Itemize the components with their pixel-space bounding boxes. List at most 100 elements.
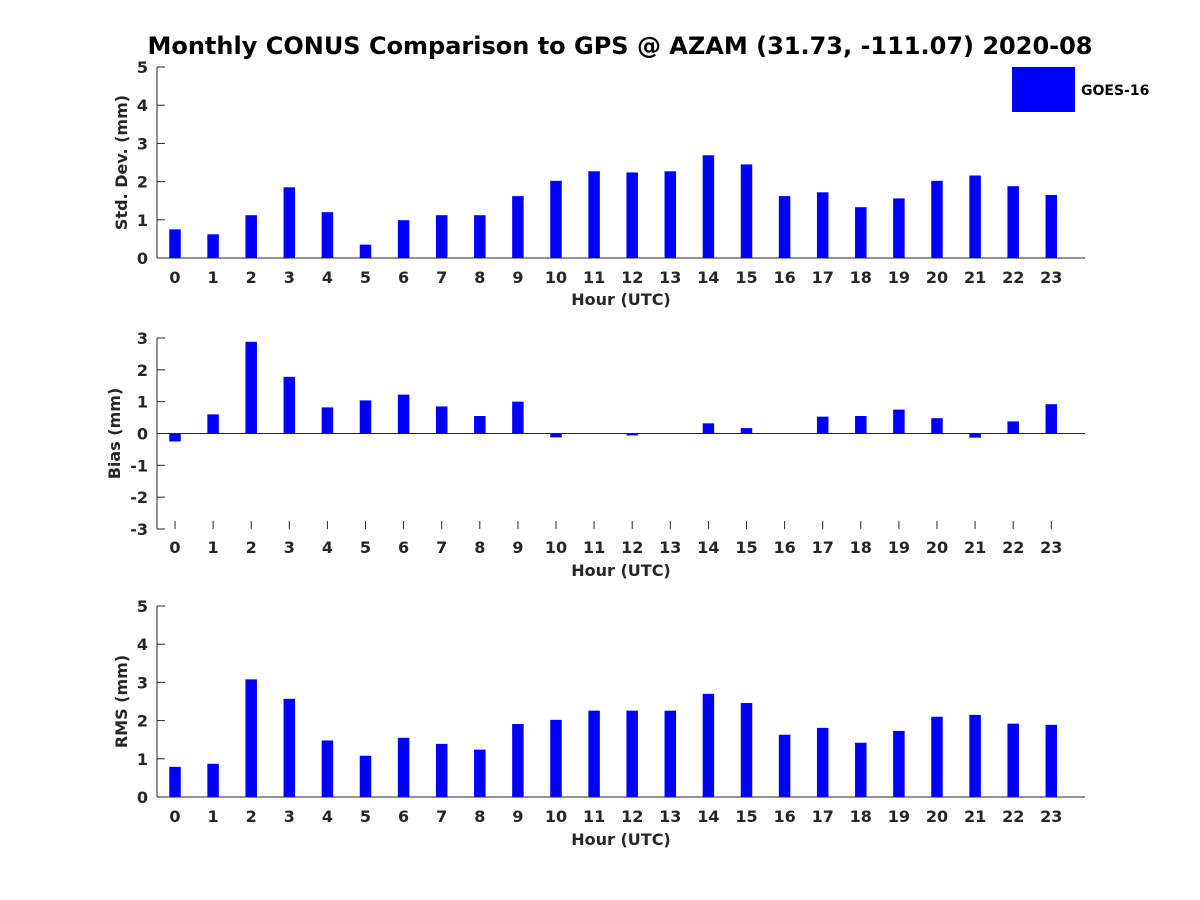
bias-x-tick-label: 10 — [545, 538, 567, 557]
std-dev-bar — [397, 220, 410, 258]
std-dev-bar — [245, 215, 257, 258]
bias-bar — [283, 376, 296, 434]
rms-bar — [1045, 724, 1058, 797]
chart-title: Monthly CONUS Comparison to GPS @ AZAM (… — [147, 32, 1092, 60]
bias-x-tick-label: 21 — [964, 538, 986, 557]
std-dev-bar — [626, 172, 638, 258]
rms-bar — [435, 743, 448, 797]
rms-x-tick-label: 12 — [621, 807, 643, 826]
bias-y-tick-label: 2 — [137, 361, 148, 380]
rms-bar — [893, 730, 905, 797]
std-dev-x-tick-label: 18 — [850, 268, 872, 287]
std-dev-x-tick-label: 11 — [583, 268, 605, 287]
rms-x-tick-label: 5 — [360, 807, 371, 826]
std-dev-x-tick-label: 8 — [474, 268, 485, 287]
std-dev-x-tick-label: 20 — [926, 268, 948, 287]
std-dev-x-tick-label: 1 — [208, 268, 219, 287]
rms-bar — [626, 710, 638, 797]
std-dev-x-tick-label: 23 — [1040, 268, 1062, 287]
rms-x-tick-label: 0 — [169, 807, 180, 826]
bias-bar — [931, 418, 943, 434]
bias-y-axis-label: Bias (mm) — [105, 388, 124, 480]
bias-x-tick-label: 8 — [474, 538, 485, 557]
bias-x-tick-label: 22 — [1002, 538, 1024, 557]
bias-bar — [512, 401, 524, 434]
std-dev-x-tick-label: 16 — [773, 268, 795, 287]
rms-y-tick-label: 4 — [137, 635, 148, 654]
std-dev-bar — [740, 164, 753, 258]
std-dev-bar — [702, 155, 715, 258]
rms-bar — [474, 749, 486, 797]
rms-y-tick-label: 1 — [137, 750, 148, 769]
bias-x-tick-label: 17 — [812, 538, 834, 557]
rms-y-tick-label: 2 — [137, 712, 148, 731]
rms-bar — [588, 710, 600, 797]
bias-y-tick-label: 0 — [137, 425, 148, 444]
std-dev-x-axis-label: Hour (UTC) — [571, 290, 671, 309]
bias-bar — [207, 414, 219, 434]
bias-x-tick-label: 19 — [888, 538, 910, 557]
bias-x-tick-label: 15 — [735, 538, 757, 557]
rms-x-tick-label: 21 — [964, 807, 986, 826]
rms-bar — [397, 737, 410, 797]
std-dev-bar — [550, 180, 562, 258]
rms-x-tick-label: 17 — [812, 807, 834, 826]
bias-bar — [359, 400, 372, 434]
bias-bar — [1007, 421, 1019, 434]
bias-bar — [474, 415, 486, 434]
std-dev-x-tick-label: 7 — [436, 268, 447, 287]
std-dev-y-tick-label: 5 — [137, 58, 148, 77]
std-dev-x-tick-label: 0 — [169, 268, 180, 287]
bias-x-tick-label: 3 — [284, 538, 295, 557]
rms-y-axis-label: RMS (mm) — [112, 655, 131, 748]
bias-bar — [245, 341, 257, 434]
std-dev-x-tick-label: 22 — [1002, 268, 1024, 287]
rms-bar — [169, 766, 181, 797]
rms-y-tick-label: 5 — [137, 597, 148, 616]
bias-x-tick-label: 14 — [697, 538, 719, 557]
std-dev-bar — [816, 192, 829, 258]
std-dev-x-tick-label: 3 — [284, 268, 295, 287]
bias-x-tick-label: 18 — [850, 538, 872, 557]
rms-bar — [359, 755, 372, 797]
rms-x-tick-label: 4 — [322, 807, 333, 826]
bias-y-tick-label: -2 — [130, 488, 148, 507]
rms-x-tick-label: 6 — [398, 807, 409, 826]
std-dev-bar — [474, 215, 486, 258]
std-dev-x-tick-label: 17 — [812, 268, 834, 287]
rms-bar — [512, 724, 524, 797]
bias-x-tick-label: 7 — [436, 538, 447, 557]
std-dev-bar — [664, 171, 677, 258]
rms-x-tick-label: 14 — [697, 807, 719, 826]
bias-x-tick-label: 11 — [583, 538, 605, 557]
rms-bar — [816, 727, 829, 797]
rms-x-tick-label: 18 — [850, 807, 872, 826]
bias-bar — [397, 394, 410, 434]
rms-bar — [245, 679, 257, 797]
bias-bar — [740, 428, 753, 434]
std-dev-bar — [588, 171, 600, 258]
std-dev-bar — [893, 198, 905, 258]
std-dev-x-tick-label: 10 — [545, 268, 567, 287]
bias-bar — [816, 416, 829, 434]
std-dev-x-tick-label: 14 — [697, 268, 719, 287]
std-dev-bar — [1045, 194, 1058, 258]
bias-bar — [893, 409, 905, 434]
rms-bar — [778, 734, 791, 797]
bias-x-tick-label: 1 — [208, 538, 219, 557]
rms-x-tick-label: 8 — [474, 807, 485, 826]
bias-x-tick-label: 16 — [773, 538, 795, 557]
rms-bar — [321, 740, 334, 797]
std-dev-x-tick-label: 19 — [888, 268, 910, 287]
rms-y-tick-label: 3 — [137, 673, 148, 692]
bias-x-tick-label: 6 — [398, 538, 409, 557]
bias-y-tick-label: -3 — [130, 520, 148, 539]
bias-y-tick-label: 1 — [137, 393, 148, 412]
rms-bar — [855, 742, 867, 797]
rms-bar — [207, 763, 219, 797]
bias-bar — [169, 433, 181, 442]
std-dev-x-tick-label: 4 — [322, 268, 333, 287]
